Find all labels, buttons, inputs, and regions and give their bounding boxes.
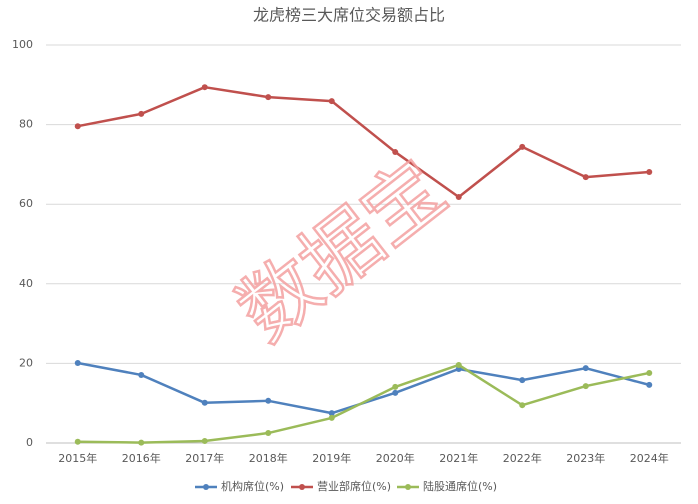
data-point: [392, 149, 399, 156]
data-point: [392, 389, 399, 396]
series-line: [77, 85, 650, 199]
data-point: [455, 361, 462, 368]
data-point: [74, 123, 81, 130]
legend-label: 机构席位(%): [221, 479, 284, 493]
x-tick-label: 2023年: [566, 451, 605, 465]
data-point: [201, 84, 208, 91]
y-tick-label: 80: [19, 118, 33, 131]
legend-marker: [299, 484, 305, 490]
x-tick-label: 2016年: [122, 451, 161, 465]
x-tick-label: 2020年: [376, 451, 415, 465]
data-point: [455, 194, 462, 201]
data-point: [138, 110, 145, 117]
x-tick-label: 2021年: [439, 451, 478, 465]
data-point: [138, 439, 145, 446]
x-tick-label: 2017年: [185, 451, 224, 465]
y-tick-label: 40: [19, 277, 33, 290]
data-point: [328, 410, 335, 417]
series-line: [77, 361, 650, 415]
y-tick-label: 20: [19, 356, 33, 369]
x-tick-label: 2015年: [58, 451, 97, 465]
y-tick-label: 0: [26, 436, 33, 449]
data-point: [646, 168, 653, 175]
data-point: [582, 174, 589, 181]
legend-marker: [203, 484, 209, 490]
data-point: [265, 94, 272, 101]
legend-marker: [405, 484, 411, 490]
legend-label: 陆股通席位(%): [423, 479, 497, 493]
legend-label: 营业部席位(%): [317, 479, 391, 493]
x-tick-label: 2019年: [312, 451, 351, 465]
data-point: [519, 402, 526, 409]
data-point: [582, 383, 589, 390]
data-point: [265, 430, 272, 437]
data-point: [646, 381, 653, 388]
data-point: [138, 371, 145, 378]
data-point: [646, 369, 653, 376]
data-point: [201, 399, 208, 406]
data-point: [392, 383, 399, 390]
x-tick-label: 2022年: [503, 451, 542, 465]
data-point: [519, 377, 526, 384]
data-point: [519, 143, 526, 150]
data-point: [265, 397, 272, 404]
watermark: 数据宝: [222, 144, 462, 359]
chart-title: 龙虎榜三大席位交易额占比: [253, 6, 445, 25]
y-tick-label: 100: [12, 38, 33, 51]
x-tick-label: 2018年: [249, 451, 288, 465]
series-line: [77, 363, 650, 444]
data-point: [582, 365, 589, 372]
data-point: [328, 98, 335, 105]
data-point: [74, 438, 81, 445]
data-point: [201, 438, 208, 445]
x-tick-label: 2024年: [630, 451, 669, 465]
data-point: [74, 360, 81, 367]
y-tick-label: 60: [19, 197, 33, 210]
data-point: [328, 414, 335, 421]
